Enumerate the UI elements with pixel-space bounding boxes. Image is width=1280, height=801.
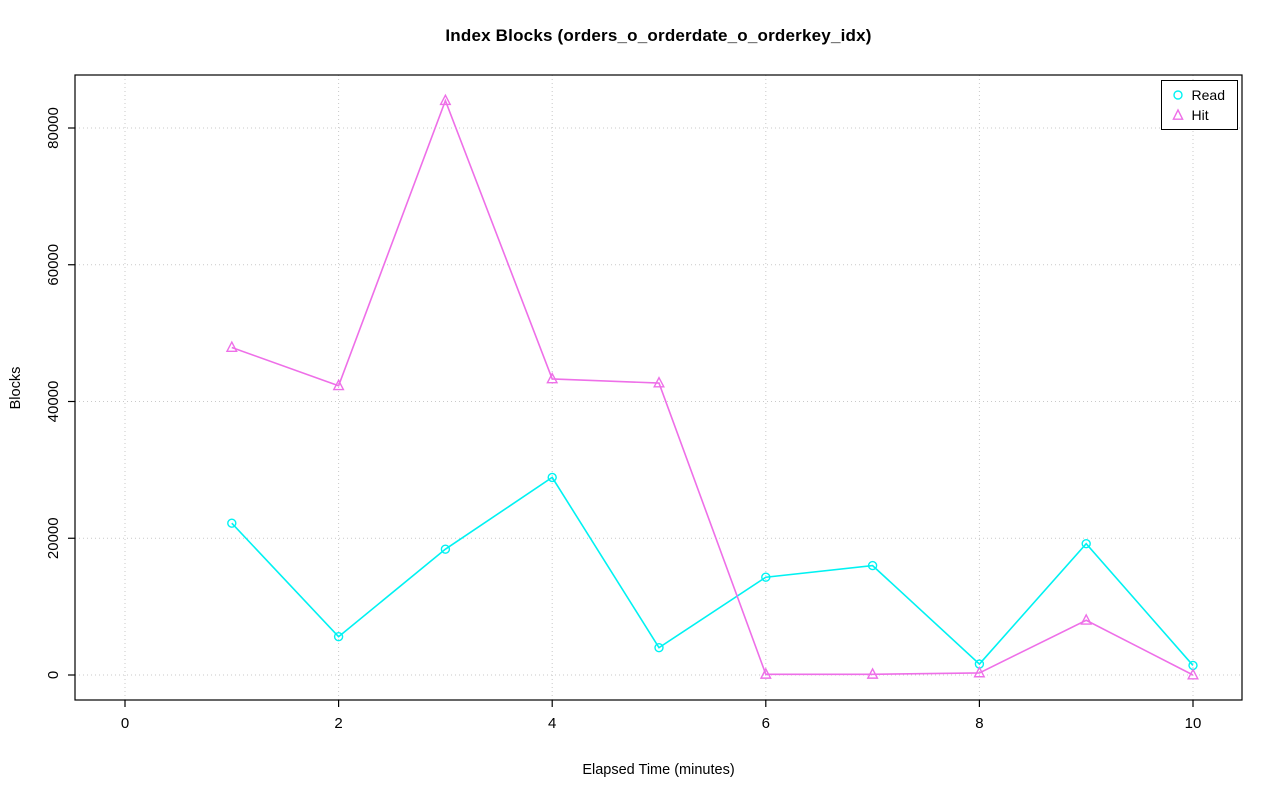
data-point-read <box>547 472 557 483</box>
data-point-read <box>867 560 878 571</box>
series-line-read <box>231 476 1194 666</box>
y-tick-label: 60000 <box>45 244 62 286</box>
x-tick-label: 10 <box>1185 715 1202 732</box>
data-point-hit <box>1080 613 1093 625</box>
chart-title: Index Blocks (orders_o_orderdate_o_order… <box>445 26 872 45</box>
read-circle-marker-icon <box>1172 90 1183 100</box>
data-point-hit <box>973 666 986 678</box>
legend-label-hit: Hit <box>1191 107 1209 123</box>
data-point-read <box>333 632 344 642</box>
data-point-hit <box>866 667 879 679</box>
plot-border <box>74 74 1243 701</box>
x-axis-label: Elapsed Time (minutes) <box>582 762 735 778</box>
data-point-read <box>227 518 237 528</box>
legend-item-read: Read <box>1169 85 1225 105</box>
x-tick-label: 6 <box>762 715 770 732</box>
data-point-read <box>1081 539 1091 549</box>
legend: Read Hit <box>1160 80 1238 130</box>
legend-item-hit: Hit <box>1169 105 1225 125</box>
data-point-hit <box>546 372 559 384</box>
x-tick-label: 2 <box>334 715 342 732</box>
data-point-hit <box>653 376 665 388</box>
series-line-hit <box>231 98 1194 676</box>
data-point-read <box>761 572 771 582</box>
data-point-hit <box>332 378 345 391</box>
y-tick-label: 0 <box>45 671 62 679</box>
x-tick-label: 0 <box>121 715 129 732</box>
legend-label-read: Read <box>1191 87 1225 103</box>
y-tick-label: 20000 <box>45 517 62 559</box>
y-axis-label: Blocks <box>8 366 24 410</box>
data-point-read <box>654 642 664 653</box>
data-point-hit <box>439 93 452 106</box>
hit-triangle-marker-icon <box>1171 108 1184 120</box>
data-point-read <box>440 544 451 554</box>
y-tick-label: 40000 <box>45 381 62 423</box>
x-tick-label: 8 <box>975 715 983 732</box>
data-point-hit <box>1187 668 1199 680</box>
y-tick-label: 80000 <box>45 107 62 149</box>
data-point-hit <box>759 667 772 679</box>
data-point-hit <box>225 340 238 352</box>
x-tick-label: 4 <box>548 715 556 732</box>
